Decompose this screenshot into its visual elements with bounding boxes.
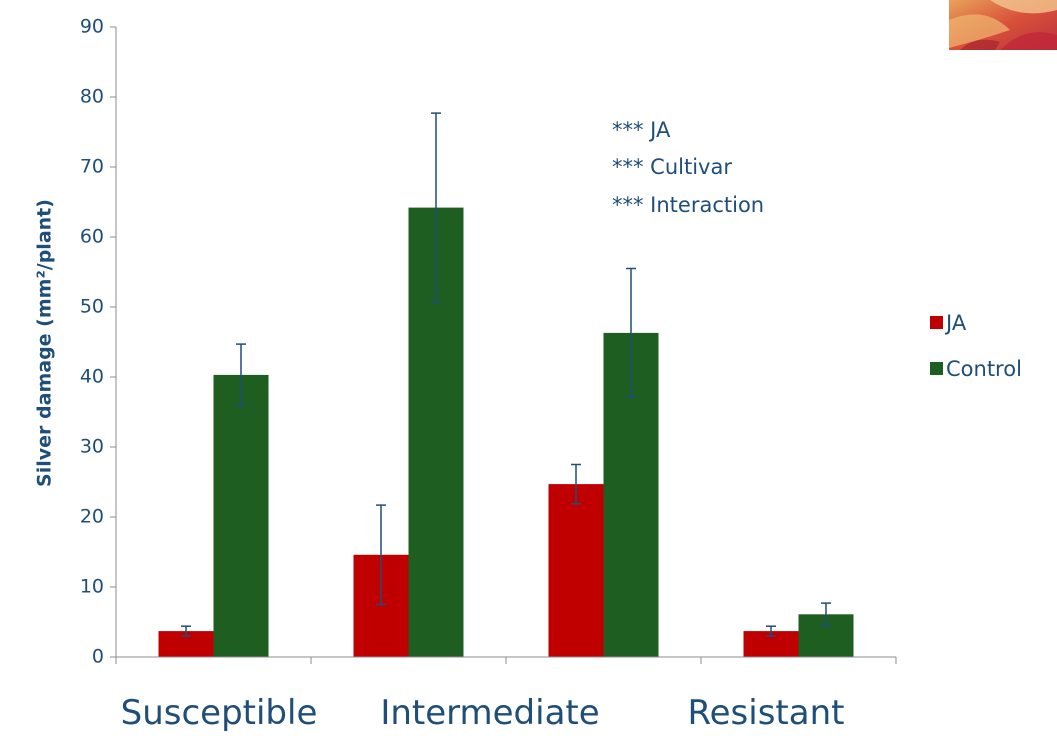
- y-tick-label: 80: [80, 86, 104, 108]
- y-tick-label: 50: [80, 296, 104, 318]
- y-axis: 0 10 20 30 40 50 60 70 80 90: [80, 16, 117, 668]
- legend-swatch-control: [930, 362, 943, 375]
- legend-swatch-ja: [930, 316, 943, 329]
- annotation-interaction: *** Interaction: [612, 193, 764, 217]
- annotations: *** JA *** Cultivar *** Interaction: [612, 118, 764, 217]
- legend: JA Control: [930, 311, 1022, 381]
- annotation-ja: *** JA: [612, 118, 671, 142]
- annotation-cultivar: *** Cultivar: [612, 155, 732, 179]
- bar-ja: [548, 484, 604, 657]
- y-tick-label: 90: [80, 16, 104, 38]
- y-tick-label: 20: [80, 506, 104, 528]
- y-tick-label: 40: [80, 366, 104, 388]
- y-tick-label: 0: [92, 646, 104, 668]
- y-axis-label: Silver damage (mm²/plant): [34, 199, 56, 487]
- x-category-label: Intermediate: [380, 693, 599, 733]
- x-category-label: Resistant: [688, 693, 845, 733]
- y-tick-label: 70: [80, 156, 104, 178]
- y-tick-label: 60: [80, 226, 104, 248]
- legend-label-control: Control: [946, 357, 1022, 381]
- y-tick-label: 10: [80, 576, 104, 598]
- bar-control: [213, 374, 269, 657]
- error-bars-group: [181, 112, 831, 637]
- flower-photo-icon: [949, 0, 1057, 50]
- legend-label-ja: JA: [944, 311, 967, 335]
- bars-group: [158, 207, 854, 657]
- y-tick-label: 30: [80, 436, 104, 458]
- x-category-label: Susceptible: [121, 693, 318, 733]
- x-axis: Susceptible Intermediate Resistant: [115, 656, 897, 733]
